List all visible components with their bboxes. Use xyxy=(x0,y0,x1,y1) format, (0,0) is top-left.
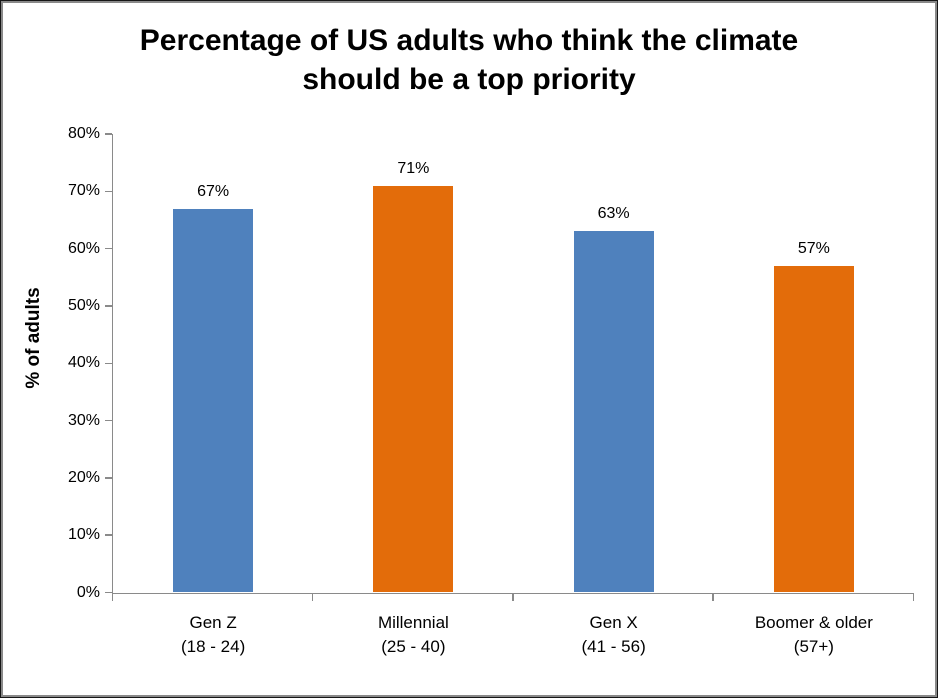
bar-value-label: 57% xyxy=(797,239,830,257)
y-axis-tick xyxy=(104,419,112,422)
chart-title-line2: should be a top priority xyxy=(302,63,636,96)
y-axis-tick xyxy=(104,362,112,364)
x-axis-tick xyxy=(912,592,914,601)
y-axis-tick xyxy=(104,190,112,193)
y-axis-tick-label: 0% xyxy=(76,583,100,601)
bar-boomer-older xyxy=(773,265,854,593)
category-name: Boomer & older xyxy=(754,613,873,632)
y-axis-tick-label: 40% xyxy=(67,354,100,372)
y-axis-tick xyxy=(104,133,112,135)
bar-gen-z xyxy=(173,208,254,593)
category-range: (41 - 56) xyxy=(581,637,646,656)
bar-value-label: 63% xyxy=(597,205,630,223)
x-axis-category-label: Boomer & older (57+) xyxy=(714,611,914,659)
y-axis-tick xyxy=(104,305,112,307)
category-range: (57+) xyxy=(793,637,834,656)
bar-value-label: 71% xyxy=(397,159,430,177)
y-axis-tick-label: 30% xyxy=(67,411,100,429)
x-axis-tick xyxy=(311,592,314,601)
y-axis-tick xyxy=(104,534,112,536)
chart-title: Percentage of US adults who think the cl… xyxy=(1,21,937,99)
y-axis-tick-label: 70% xyxy=(67,182,100,200)
y-axis-tick xyxy=(104,247,112,250)
x-axis-category-label: Millennial (25 - 40) xyxy=(313,611,513,659)
y-axis-tick-label: 80% xyxy=(67,125,100,142)
x-axis-category-label: Gen X (41 - 56) xyxy=(514,611,714,659)
y-axis-tick-label: 10% xyxy=(67,526,100,544)
x-axis-tick xyxy=(512,592,514,601)
x-axis-tick xyxy=(712,592,714,601)
bar-gen-x xyxy=(573,231,654,593)
y-axis-tick xyxy=(104,591,112,594)
category-range: (18 - 24) xyxy=(181,637,246,656)
x-axis-tick xyxy=(111,592,113,601)
y-axis-tick-label: 20% xyxy=(67,468,100,486)
category-range: (25 - 40) xyxy=(381,637,446,656)
y-axis-tick xyxy=(104,477,112,479)
bar-millennial xyxy=(373,185,454,593)
bar-value-label: 67% xyxy=(197,182,230,200)
category-name: Millennial xyxy=(377,613,449,632)
category-name: Gen Z xyxy=(189,613,237,632)
y-axis-tick-label: 60% xyxy=(67,239,100,257)
chart-title-line1: Percentage of US adults who think the cl… xyxy=(139,24,799,57)
y-axis-tick-label: 50% xyxy=(67,296,100,314)
category-name: Gen X xyxy=(589,613,638,632)
y-axis-line xyxy=(111,134,113,594)
x-axis-category-label: Gen Z (18 - 24) xyxy=(113,611,313,659)
